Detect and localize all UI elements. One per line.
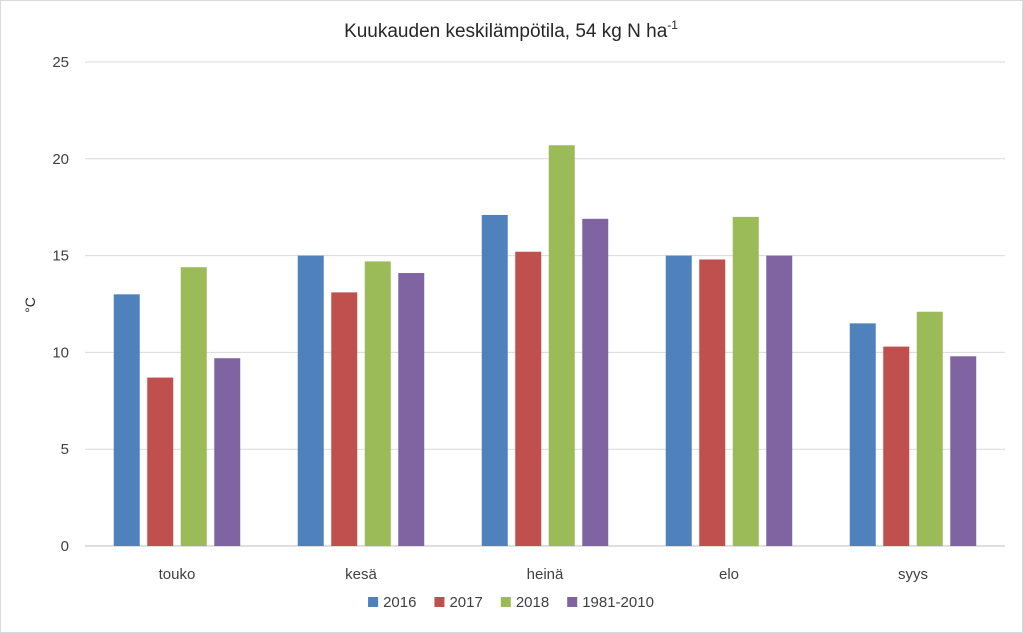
y-tick-label: 25	[52, 54, 69, 71]
y-tick-label: 5	[61, 441, 69, 458]
legend-label: 1981-2010	[582, 594, 654, 611]
x-tick-label: heinä	[527, 566, 564, 583]
legend-label: 2018	[516, 594, 549, 611]
bar-2016-elo	[665, 255, 692, 546]
y-axis-ticks: 0 5 10 15 20 25	[52, 54, 69, 555]
x-tick-label: elo	[719, 566, 739, 583]
bar-2017-heinä	[515, 251, 542, 546]
bar-2016-touko	[113, 294, 140, 546]
x-tick-label: syys	[898, 566, 928, 583]
bar-2018-elo	[732, 216, 759, 546]
x-tick-label: kesä	[345, 566, 377, 583]
bar-2018-kesä	[364, 261, 391, 546]
bar-2016-heinä	[481, 214, 508, 546]
bar-1981-2010-heinä	[582, 218, 609, 547]
x-axis-ticks: touko kesä heinä elo syys	[159, 566, 928, 583]
legend-swatch	[567, 597, 578, 607]
bar-1981-2010-elo	[766, 255, 793, 546]
bar-2017-syys	[883, 346, 910, 546]
y-tick-label: 10	[52, 344, 69, 361]
x-tick-label: touko	[159, 566, 196, 583]
legend-item: 1981-2010	[567, 594, 654, 611]
legend-swatch	[368, 597, 379, 607]
bar-1981-2010-kesä	[398, 273, 425, 546]
legend-swatch	[500, 597, 511, 607]
bar-2016-syys	[849, 323, 876, 546]
bar-1981-2010-touko	[214, 358, 241, 546]
bar-2018-heinä	[548, 145, 575, 547]
chart-title: Kuukauden keskilämpötila, 54 kg N ha-1	[344, 18, 678, 42]
y-tick-label: 0	[61, 538, 69, 555]
bar-2018-touko	[180, 267, 207, 546]
y-tick-label: 15	[52, 248, 69, 265]
legend-item: 2018	[500, 594, 549, 611]
bar-2018-syys	[916, 311, 943, 546]
legend-label: 2016	[383, 594, 416, 611]
legend-swatch	[434, 597, 445, 607]
bar-1981-2010-syys	[950, 356, 977, 546]
bar-2017-elo	[699, 259, 726, 546]
legend-item: 2016	[368, 594, 416, 611]
bars	[113, 145, 977, 547]
bar-2016-kesä	[297, 255, 324, 546]
y-tick-label: 20	[52, 151, 69, 168]
legend: 2016 2017 2018 1981-2010	[368, 594, 654, 611]
y-axis-label: °C	[22, 297, 38, 313]
bar-2017-kesä	[331, 292, 358, 546]
legend-label: 2017	[449, 594, 482, 611]
bar-2017-touko	[147, 377, 174, 546]
legend-item: 2017	[434, 594, 483, 611]
